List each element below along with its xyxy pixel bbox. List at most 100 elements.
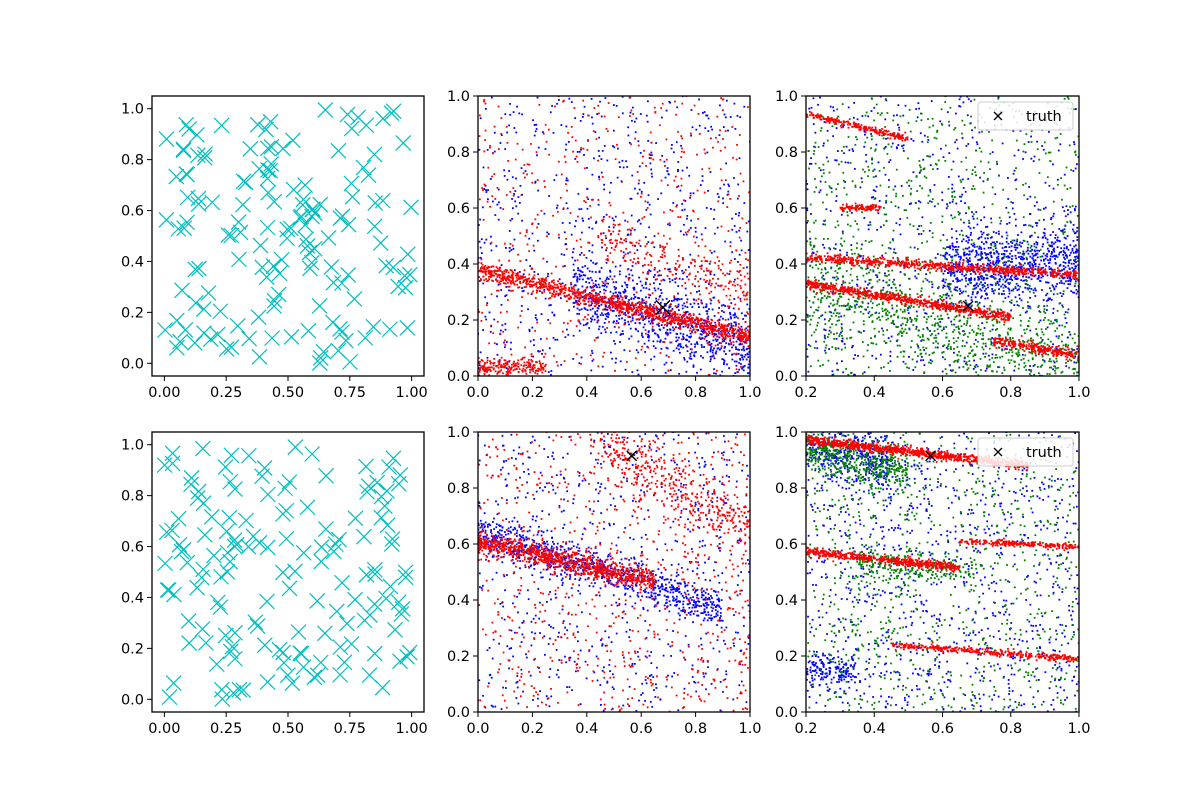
data-point xyxy=(531,278,534,280)
data-point xyxy=(1062,277,1065,280)
data-point xyxy=(1047,281,1050,284)
data-point xyxy=(742,290,745,293)
data-point xyxy=(653,309,656,312)
data-point xyxy=(695,299,698,302)
data-point xyxy=(955,245,957,248)
data-point xyxy=(706,342,709,344)
data-point xyxy=(708,341,711,344)
data-point xyxy=(1046,238,1049,241)
data-point xyxy=(714,321,717,324)
data-point xyxy=(663,255,666,257)
data-point xyxy=(672,329,675,332)
data-point xyxy=(734,372,737,375)
data-point xyxy=(614,246,617,249)
data-point xyxy=(647,263,650,266)
data-point xyxy=(651,325,654,328)
data-point xyxy=(531,326,534,329)
data-point xyxy=(554,105,556,108)
data-point xyxy=(580,246,582,248)
data-point xyxy=(1063,251,1065,253)
data-point xyxy=(737,334,739,337)
data-point xyxy=(510,353,513,356)
data-point xyxy=(718,307,721,309)
data-point xyxy=(709,355,712,358)
data-point xyxy=(723,350,726,353)
data-point xyxy=(665,331,667,334)
data-point xyxy=(608,230,611,233)
data-point xyxy=(666,329,669,331)
data-point xyxy=(614,302,617,305)
data-point xyxy=(708,332,711,335)
data-point xyxy=(1061,230,1064,233)
data-point xyxy=(968,277,971,280)
data-point xyxy=(512,365,515,368)
data-point xyxy=(936,167,939,170)
data-point xyxy=(661,249,664,252)
data-point xyxy=(724,274,726,277)
data-point xyxy=(674,268,677,270)
data-point xyxy=(611,261,614,263)
data-point xyxy=(603,292,606,295)
data-point xyxy=(717,277,719,280)
data-point xyxy=(553,354,555,357)
data-point xyxy=(511,176,514,179)
data-point xyxy=(747,336,750,339)
data-point xyxy=(489,270,492,272)
data-point xyxy=(715,340,718,343)
data-point xyxy=(969,273,972,275)
data-point xyxy=(590,292,593,295)
data-point xyxy=(507,374,510,376)
data-point xyxy=(980,219,982,222)
data-point xyxy=(492,368,495,371)
data-point xyxy=(658,124,661,127)
data-point xyxy=(503,341,505,344)
data-point xyxy=(574,117,577,119)
data-point xyxy=(502,372,504,375)
data-point xyxy=(518,286,521,289)
data-point-x-marker xyxy=(390,278,407,295)
data-point xyxy=(675,113,678,116)
data-point xyxy=(702,331,704,333)
data-point xyxy=(708,283,710,286)
data-point xyxy=(551,295,553,298)
data-point xyxy=(1048,184,1051,187)
data-point xyxy=(739,274,742,276)
data-point xyxy=(688,229,691,231)
data-point xyxy=(628,303,630,306)
data-point xyxy=(552,336,555,339)
data-point xyxy=(671,273,674,276)
data-point xyxy=(946,203,948,206)
data-point xyxy=(1023,252,1026,255)
data-point xyxy=(508,230,511,232)
data-point xyxy=(634,322,637,324)
data-point xyxy=(961,193,964,196)
data-point xyxy=(893,278,895,281)
data-point xyxy=(578,312,581,315)
data-point xyxy=(675,298,678,301)
data-point xyxy=(501,272,504,275)
data-point xyxy=(498,268,501,271)
data-point xyxy=(980,277,983,280)
data-point xyxy=(623,239,626,242)
data-point xyxy=(996,251,999,254)
data-point xyxy=(521,275,524,278)
data-point xyxy=(634,296,637,299)
data-point xyxy=(545,279,547,282)
data-point xyxy=(1052,215,1055,218)
data-point xyxy=(724,285,727,288)
data-point xyxy=(922,168,925,171)
data-point xyxy=(576,279,578,281)
data-point xyxy=(978,301,981,304)
data-point xyxy=(531,172,534,175)
data-point xyxy=(731,358,734,361)
data-point xyxy=(990,217,992,220)
data-point xyxy=(663,279,666,282)
data-point xyxy=(619,241,621,244)
data-point xyxy=(894,185,897,188)
data-point xyxy=(876,228,879,231)
data-point xyxy=(530,353,533,356)
data-point xyxy=(566,295,568,297)
data-point xyxy=(584,274,587,277)
data-point xyxy=(1065,280,1067,283)
data-point xyxy=(721,333,723,336)
